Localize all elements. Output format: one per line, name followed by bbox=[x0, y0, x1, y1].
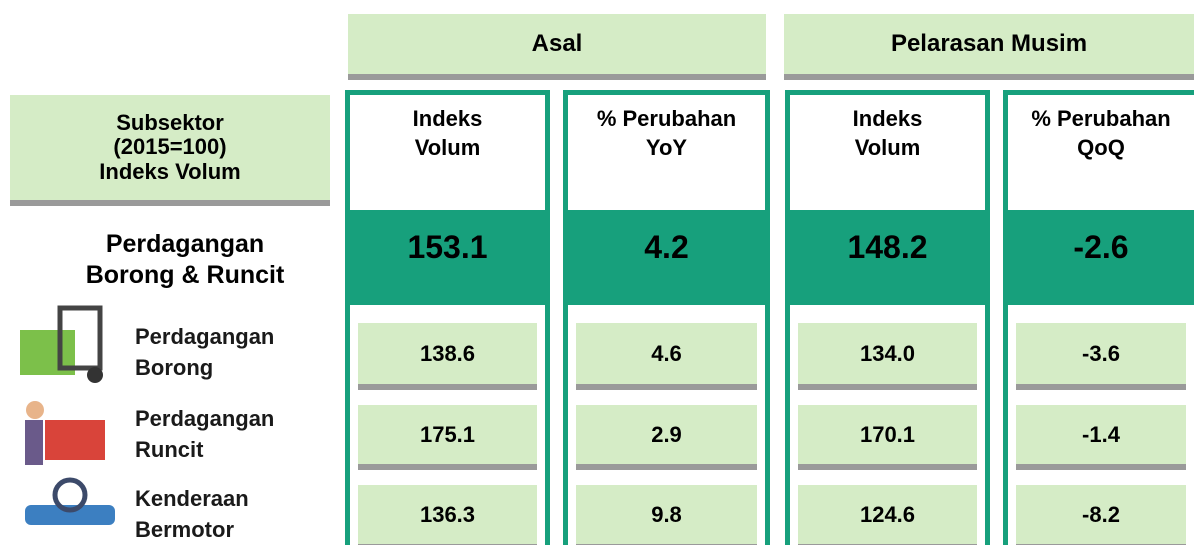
column-header: % Perubahan QoQ bbox=[1008, 105, 1194, 205]
column-header-line: % Perubahan bbox=[596, 106, 737, 131]
column-header-line: Indeks bbox=[852, 106, 923, 131]
icon-person-body bbox=[25, 420, 43, 465]
row-name-line: Kenderaan bbox=[135, 486, 249, 512]
icon-person bbox=[26, 401, 44, 419]
main-value: 148.2 bbox=[785, 210, 990, 305]
main-value: -2.6 bbox=[1003, 210, 1194, 305]
group-header: Asal bbox=[348, 14, 766, 74]
column-header: Indeks Volum bbox=[790, 105, 985, 205]
row-value: -1.4 bbox=[1016, 405, 1186, 464]
subsector-line: Subsektor bbox=[116, 110, 224, 136]
row-name: Kenderaan Bermotor bbox=[135, 480, 335, 545]
icon-forklift bbox=[57, 305, 103, 371]
main-row-name-line: Borong & Runcit bbox=[85, 261, 285, 289]
column-frame: % Perubahan YoY 4.2 4.6 2.9 9.8 bbox=[563, 90, 770, 545]
row-value: 4.6 bbox=[576, 323, 757, 384]
row-value: 138.6 bbox=[358, 323, 537, 384]
row-name: Perdagangan Runcit bbox=[135, 400, 335, 470]
column-header: % Perubahan YoY bbox=[568, 105, 765, 205]
column-header-line: YoY bbox=[645, 134, 688, 160]
row-name-line: Perdagangan bbox=[135, 406, 275, 432]
group-header: Pelarasan Musim bbox=[784, 14, 1194, 74]
column-frame: % Perubahan QoQ -2.6 -3.6 -1.4 -8.2 bbox=[1003, 90, 1194, 545]
row-value: 2.9 bbox=[576, 405, 757, 464]
column-frame: Indeks Volum 148.2 134.0 170.1 124.6 bbox=[785, 90, 990, 545]
row-value: 9.8 bbox=[576, 485, 757, 544]
icon-cart bbox=[45, 420, 105, 460]
main-value: 4.2 bbox=[563, 210, 770, 305]
row-name-line: Bermotor bbox=[135, 517, 235, 542]
row-value: 124.6 bbox=[798, 485, 977, 544]
column-frame: Indeks Volum 153.1 138.6 175.1 136.3 bbox=[345, 90, 550, 545]
subsector-line: Indeks Volum bbox=[99, 158, 241, 184]
row-name-line: Perdagangan bbox=[135, 324, 275, 350]
icon-wheel bbox=[87, 367, 103, 383]
column-header-line: QoQ bbox=[1077, 134, 1125, 160]
row-value: -3.6 bbox=[1016, 323, 1186, 384]
column-header-line: Indeks bbox=[412, 106, 483, 131]
icons bbox=[20, 305, 115, 525]
main-row-name-line: Perdagangan bbox=[105, 229, 265, 258]
column-header-line: Volum bbox=[854, 134, 921, 160]
row-value: -8.2 bbox=[1016, 485, 1186, 544]
row-value: 175.1 bbox=[358, 405, 537, 464]
row-name-line: Runcit bbox=[135, 437, 204, 462]
row-value: 134.0 bbox=[798, 323, 977, 384]
icon-magnifier bbox=[52, 477, 88, 513]
row-name: Perdagangan Borong bbox=[135, 318, 335, 388]
main-value: 153.1 bbox=[345, 210, 550, 305]
row-name-line: Borong bbox=[135, 355, 214, 380]
icon-car bbox=[25, 505, 115, 525]
subsector-header: Subsektor (2015=100) Indeks Volum bbox=[10, 95, 330, 200]
main-row-name: Perdagangan Borong & Runcit bbox=[40, 225, 330, 295]
subsector-line: (2015=100) bbox=[113, 134, 227, 160]
column-header: Indeks Volum bbox=[350, 105, 545, 205]
column-header-line: Volum bbox=[414, 134, 481, 160]
row-value: 170.1 bbox=[798, 405, 977, 464]
row-value: 136.3 bbox=[358, 485, 537, 544]
column-header-line: % Perubahan bbox=[1031, 106, 1171, 131]
